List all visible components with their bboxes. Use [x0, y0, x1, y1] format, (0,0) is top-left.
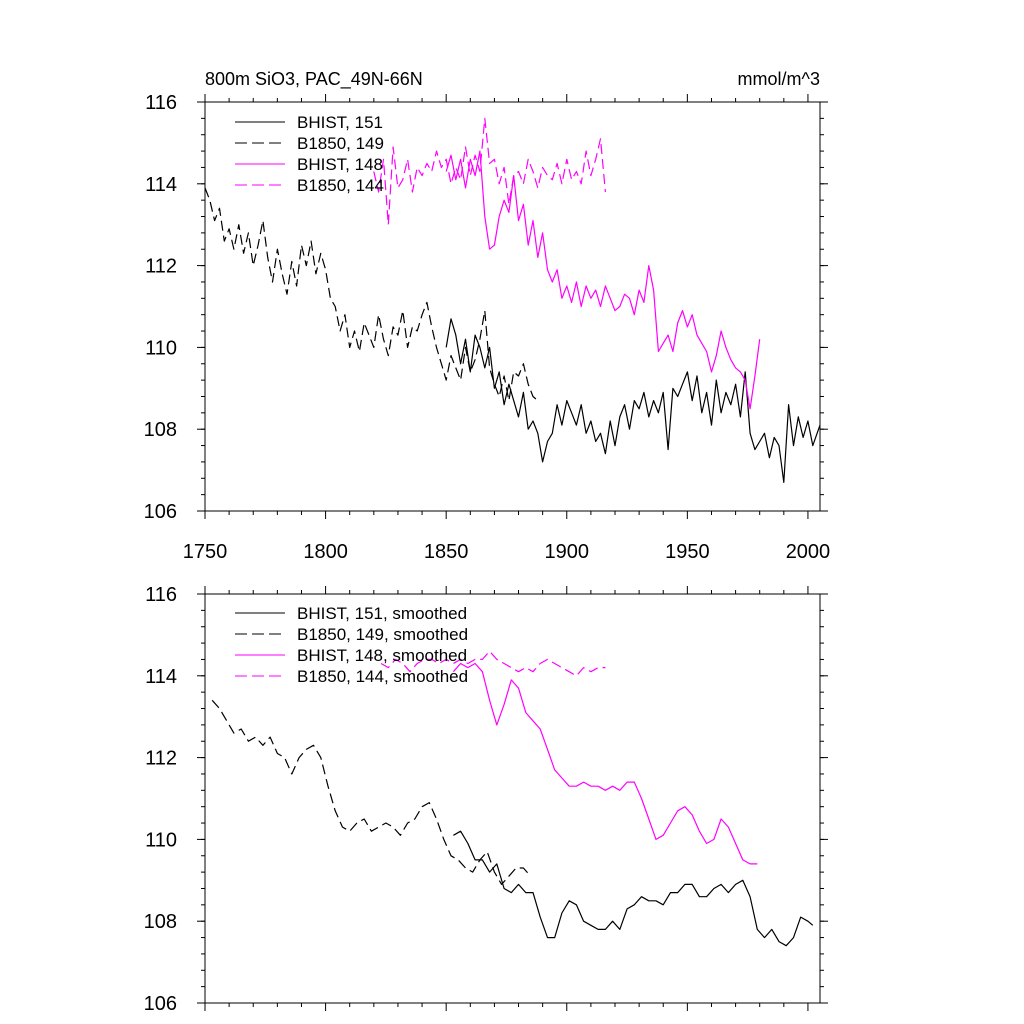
top-plot-frame — [204, 101, 821, 512]
legend-label-b1850-144-smoothed: B1850, 144, smoothed — [297, 667, 468, 686]
legend-label-b1850-149-smoothed: B1850, 149, smoothed — [297, 625, 468, 644]
bottom-y-tick-label: 116 — [145, 584, 177, 606]
bottom-series-line-1 — [211, 699, 532, 886]
top-panel: 106 108 110 112 114 116 1750 1800 1850 1900 1950 20… — [144, 92, 831, 563]
top-y-tick-label: 112 — [145, 256, 177, 278]
legend-label-b1850-144: B1850, 144 — [297, 176, 384, 195]
top-y-tick-label: 110 — [145, 337, 177, 359]
chart-title: 800m SiO3, PAC_49N-66N — [205, 69, 423, 90]
bottom-panel-plot: 106 108 110 112 114 116 — [144, 584, 828, 1015]
top-x-tick-label: 1850 — [424, 541, 469, 563]
bottom-panel: 106 108 110 112 114 116 BHIST, 151, smoothed … — [144, 584, 828, 1015]
top-x-tick-label: 1750 — [183, 541, 228, 563]
top-x-tick-label: 1800 — [303, 541, 348, 563]
bottom-series-line-3 — [380, 650, 606, 677]
top-series-line-1 — [204, 187, 539, 402]
top-x-tick-label: 2000 — [786, 541, 831, 563]
bottom-y-tick-label: 114 — [145, 666, 177, 688]
top-y-tick-label: 114 — [145, 174, 177, 196]
legend-label-bhist-151-smoothed: BHIST, 151, smoothed — [297, 604, 467, 623]
bottom-plot-frame — [204, 593, 821, 1004]
top-panel-plot: 106 108 110 112 114 116 1750 1800 1850 1900 1950 20… — [144, 92, 831, 563]
bottom-y-tick-label: 106 — [144, 993, 177, 1015]
bottom-series-line-0 — [453, 830, 814, 947]
top-y-tick-label: 116 — [145, 92, 177, 114]
legend-label-bhist-151: BHIST, 151 — [297, 113, 383, 132]
top-x-tick-label: 1900 — [545, 541, 590, 563]
bottom-series-line-2 — [452, 662, 758, 865]
bottom-y-tick-label: 108 — [144, 911, 177, 933]
legend-label-b1850-149: B1850, 149 — [297, 134, 384, 153]
top-y-tick-label: 108 — [144, 419, 177, 441]
bottom-y-tick-label: 110 — [145, 829, 177, 851]
top-panel-legend: BHIST, 151 B1850, 149 BHIST, 148 B1850, … — [235, 113, 384, 195]
top-series-line-2 — [445, 150, 761, 410]
bottom-y-tick-label: 112 — [145, 748, 177, 770]
legend-label-bhist-148: BHIST, 148 — [297, 155, 383, 174]
units-label: mmol/m^3 — [738, 69, 820, 89]
top-series-line-3 — [373, 117, 606, 226]
legend-label-bhist-148-smoothed: BHIST, 148, smoothed — [297, 646, 467, 665]
top-x-tick-label: 1950 — [665, 541, 710, 563]
top-y-tick-label: 106 — [144, 501, 177, 523]
top-series-line-0 — [445, 318, 821, 483]
bottom-panel-legend: BHIST, 151, smoothed B1850, 149, smoothe… — [235, 604, 468, 686]
